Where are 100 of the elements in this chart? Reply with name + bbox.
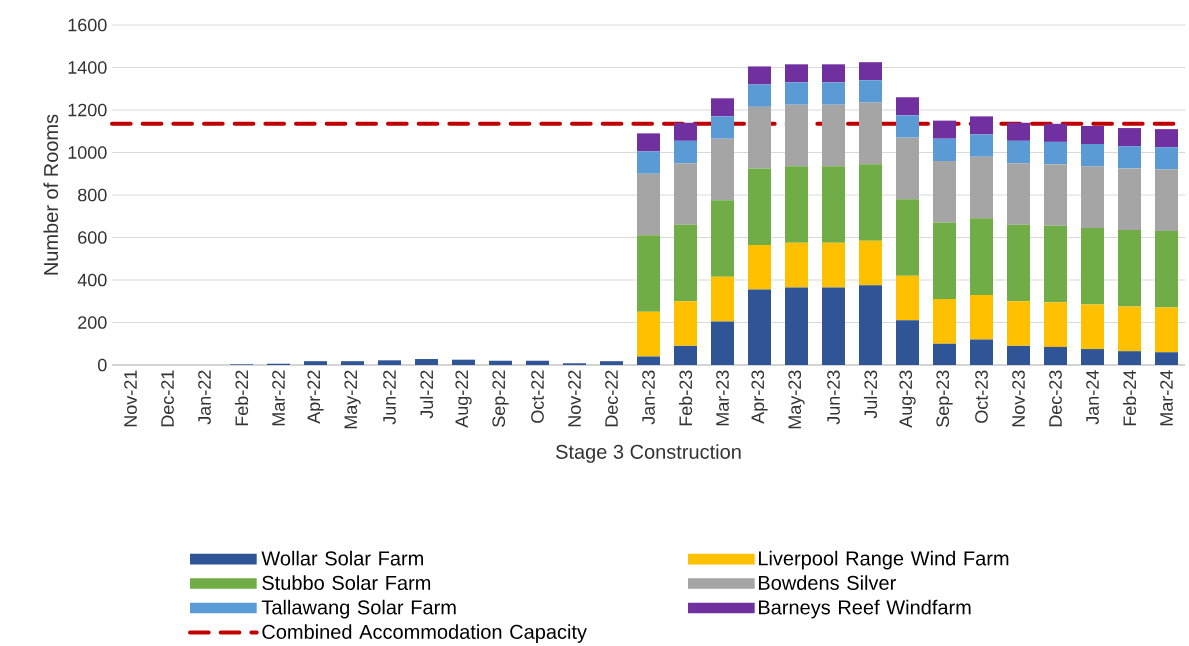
bar <box>1044 302 1067 347</box>
x-axis-title: Stage 3 Construction <box>556 444 741 463</box>
bar <box>415 359 438 365</box>
bar <box>1044 164 1067 226</box>
x-tick-label: Aug-23 <box>899 370 916 428</box>
x-tick-label: Oct-22 <box>531 370 544 423</box>
bar <box>378 360 402 365</box>
bar <box>822 242 845 288</box>
x-tick-label: Jan-22 <box>198 370 211 425</box>
bar <box>1044 123 1067 142</box>
bar <box>1118 306 1141 352</box>
bar <box>933 160 956 223</box>
x-tick-label: Apr-22 <box>307 370 324 424</box>
bar <box>674 224 697 302</box>
x-tick-label: Dec-23 <box>1049 370 1062 427</box>
x-tick-label: Sep-22 <box>492 370 509 427</box>
bar <box>785 287 808 365</box>
bar <box>637 151 661 174</box>
bar <box>785 64 808 83</box>
bar <box>1155 231 1178 308</box>
bar <box>896 199 919 276</box>
x-tick-label: Sep-23 <box>936 370 953 427</box>
bar <box>711 321 734 365</box>
x-tick-label: Mar-23 <box>716 370 729 426</box>
x-tick-label: Jul-23 <box>863 370 878 419</box>
bar <box>970 134 993 157</box>
bar <box>711 116 734 139</box>
bar <box>822 64 845 83</box>
bar <box>637 173 661 236</box>
bar <box>859 80 882 103</box>
bar <box>896 115 919 138</box>
bar <box>970 339 993 365</box>
x-tick-label: Jul-22 <box>419 370 434 419</box>
bar <box>896 137 919 200</box>
bar <box>1155 352 1178 365</box>
bar <box>637 356 661 365</box>
y-tick-label: 1600 <box>68 18 107 32</box>
bar <box>859 62 882 81</box>
x-tick-label: May-23 <box>788 370 805 429</box>
bar <box>859 285 882 365</box>
bar <box>674 345 697 365</box>
bar <box>674 301 697 346</box>
bar <box>489 360 513 365</box>
bar <box>674 122 697 141</box>
bar <box>1007 224 1030 302</box>
bar <box>822 166 845 243</box>
x-tick-label: Jan-23 <box>642 370 655 425</box>
bar <box>1007 122 1030 141</box>
bar <box>711 98 734 117</box>
bar <box>1007 140 1030 164</box>
bar <box>822 104 845 167</box>
bar <box>1155 169 1178 232</box>
legend-label: Combined Accommodation Capacity <box>262 624 587 643</box>
bar <box>1155 307 1178 353</box>
x-tick-label: Jun-23 <box>827 370 840 425</box>
x-tick-label: Nov-21 <box>124 370 137 427</box>
legend-label: Stubbo Solar Farm <box>262 575 431 590</box>
bar <box>1007 345 1030 365</box>
bar <box>341 361 364 365</box>
x-tick-label: Dec-22 <box>605 370 618 427</box>
bar <box>1081 125 1104 144</box>
legend-label: Wollar Solar Farm <box>261 550 423 566</box>
bar <box>1007 301 1030 346</box>
bar <box>1118 128 1141 147</box>
y-tick-label: 600 <box>78 231 107 244</box>
bar <box>1118 230 1141 307</box>
bar <box>933 299 956 344</box>
x-tick-label: Nov-23 <box>1012 370 1025 427</box>
x-tick-label: Feb-23 <box>678 370 693 426</box>
bar <box>822 287 845 365</box>
y-tick-label: 0 <box>98 358 107 372</box>
bar <box>600 361 623 365</box>
legend-label: Tallawang Solar Farm <box>261 599 456 619</box>
y-axis-title: Number of Rooms <box>43 114 59 275</box>
bar <box>637 133 661 152</box>
bar <box>933 222 956 300</box>
x-tick-label: Feb-24 <box>1122 370 1137 426</box>
bar <box>933 138 956 161</box>
bar <box>711 276 734 322</box>
bar <box>896 97 919 116</box>
bar <box>896 275 919 321</box>
bar <box>674 140 697 164</box>
bar <box>748 289 771 365</box>
bar <box>785 166 808 243</box>
bar <box>785 242 808 288</box>
bar <box>674 163 697 225</box>
legend-label: Barneys Reef Windfarm <box>758 599 971 619</box>
bar <box>933 343 956 365</box>
legend-label: Bowdens Silver <box>758 575 896 590</box>
bar <box>637 235 661 312</box>
bar <box>1155 147 1178 170</box>
bar <box>748 84 771 107</box>
x-tick-label: Oct-23 <box>975 370 988 423</box>
bar <box>1007 163 1030 225</box>
bar <box>822 82 845 105</box>
bar <box>859 164 882 241</box>
bar <box>1118 351 1141 365</box>
y-tick-label: 1200 <box>68 103 107 117</box>
bar <box>970 116 993 135</box>
bar <box>859 102 882 165</box>
